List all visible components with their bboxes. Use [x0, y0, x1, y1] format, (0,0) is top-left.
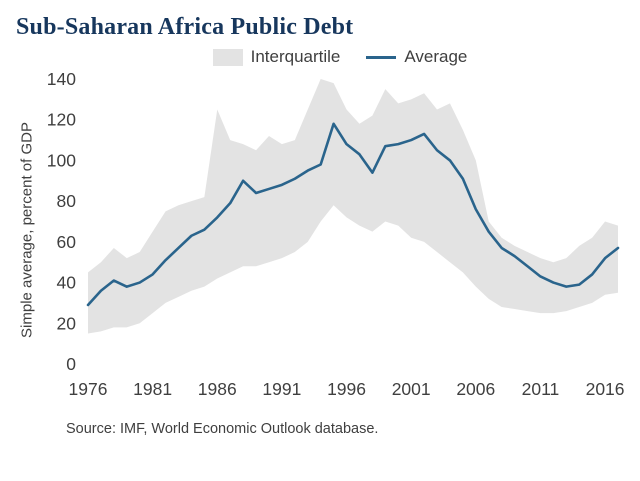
x-tick-label: 2016 — [586, 379, 625, 399]
legend-label-average: Average — [404, 47, 468, 66]
x-tick-label: 1986 — [198, 379, 237, 399]
legend-label-interquartile: Interquartile — [250, 47, 341, 66]
y-axis-title: Simple average, percent of GDP — [14, 69, 40, 411]
x-tick-label: 2001 — [392, 379, 431, 399]
y-tick-label: 60 — [57, 232, 77, 252]
source-note: Source: IMF, World Economic Outlook data… — [66, 421, 379, 437]
x-tick-label: 1991 — [262, 379, 301, 399]
average-line — [86, 122, 620, 307]
x-tick-label: 1996 — [327, 379, 366, 399]
y-tick-label: 100 — [47, 150, 76, 170]
chart-title: Sub-Saharan Africa Public Debt — [16, 14, 354, 40]
chart-area: Simple average, percent of GDP 0 20 40 60 80… — [14, 69, 626, 411]
x-tick-label: 1976 — [69, 379, 108, 399]
debt-chart-plot: 0 20 40 60 80 100 120 140 1976 1981 1986 1991 1996 20… — [47, 69, 625, 399]
interquartile-swatch — [212, 48, 243, 66]
y-tick-label: 0 — [66, 354, 76, 374]
legend-item-interquartile: Interquartile — [212, 47, 341, 67]
chart-legend: Interquartile Average — [54, 47, 626, 67]
x-tick-label: 2006 — [456, 379, 495, 399]
y-tick-label: 20 — [57, 313, 77, 333]
x-tick-label: 1981 — [133, 379, 172, 399]
y-tick-label: 120 — [47, 110, 76, 130]
y-tick-label: 80 — [57, 191, 77, 211]
x-tick-label: 2011 — [522, 379, 560, 399]
y-axis-title-text: Simple average, percent of GDP — [18, 121, 36, 338]
y-tick-label: 40 — [57, 273, 77, 293]
y-tick-label: 140 — [47, 69, 76, 89]
average-line-swatch — [366, 55, 397, 59]
legend-item-average: Average — [366, 47, 467, 67]
interquartile-band — [88, 79, 618, 334]
